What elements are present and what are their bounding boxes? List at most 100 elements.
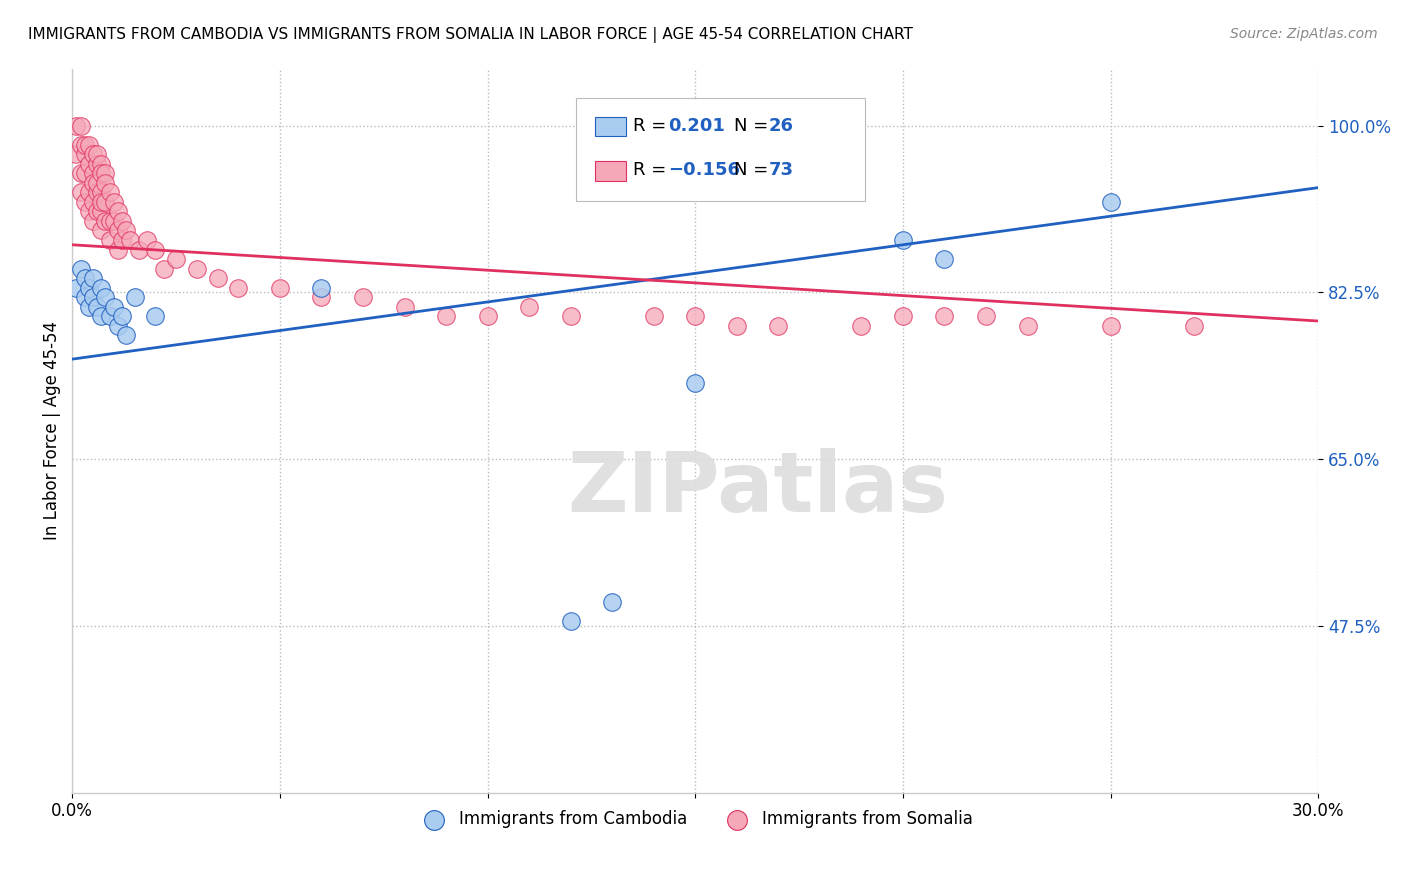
Text: 0.201: 0.201 [668,117,724,135]
Point [143,310,166,324]
Point [77,204,100,219]
Point [65,147,87,161]
Point [115,223,138,237]
Point [77,280,100,294]
Point [186,261,208,276]
Point [115,328,138,343]
Point [73,194,96,209]
Point [73,147,96,161]
Point [725,318,748,333]
Point [683,310,706,324]
Point [86,186,108,200]
Point [124,290,146,304]
Point [228,280,250,294]
Point [82,271,104,285]
Point [69,186,91,200]
Point [90,166,112,180]
Point [69,137,91,152]
Point [111,214,134,228]
Point [86,147,108,161]
Point [73,290,96,304]
Point [1099,318,1122,333]
Point [768,318,790,333]
Point [207,271,229,285]
Text: Source: ZipAtlas.com: Source: ZipAtlas.com [1230,27,1378,41]
Point [98,233,121,247]
Point [86,176,108,190]
Point [934,310,956,324]
Point [90,194,112,209]
Point [82,166,104,180]
Text: N =: N = [734,117,773,135]
Point [65,280,87,294]
Point [94,176,117,190]
Point [851,318,873,333]
Point [120,233,142,247]
Point [1017,318,1039,333]
Point [600,595,623,609]
Point [94,166,117,180]
Point [643,310,665,324]
Point [69,261,91,276]
Point [103,300,125,314]
Point [98,186,121,200]
Point [434,310,457,324]
Point [77,137,100,152]
Point [94,194,117,209]
Point [73,137,96,152]
Point [103,214,125,228]
Point [86,300,108,314]
Point [77,186,100,200]
Point [98,310,121,324]
Text: R =: R = [633,161,672,179]
Point [86,204,108,219]
Point [136,233,159,247]
Point [974,310,997,324]
Point [560,614,582,628]
Point [69,166,91,180]
Point [107,204,129,219]
Point [311,290,333,304]
Text: R =: R = [633,117,672,135]
Point [517,300,540,314]
Point [73,166,96,180]
Point [69,119,91,133]
Text: −0.156: −0.156 [668,161,740,179]
Point [394,300,416,314]
Point [82,147,104,161]
Point [891,233,914,247]
Text: 73: 73 [769,161,794,179]
Point [94,214,117,228]
Point [165,252,187,266]
Point [90,186,112,200]
Point [82,214,104,228]
Point [934,252,956,266]
Point [107,318,129,333]
Point [477,310,499,324]
Point [143,243,166,257]
Point [111,233,134,247]
Point [77,157,100,171]
Point [352,290,374,304]
Point [269,280,291,294]
Point [90,223,112,237]
Text: IMMIGRANTS FROM CAMBODIA VS IMMIGRANTS FROM SOMALIA IN LABOR FORCE | AGE 45-54 C: IMMIGRANTS FROM CAMBODIA VS IMMIGRANTS F… [28,27,912,43]
Point [82,176,104,190]
Legend: Immigrants from Cambodia, Immigrants from Somalia: Immigrants from Cambodia, Immigrants fro… [411,804,980,835]
Point [82,290,104,304]
Point [90,204,112,219]
Point [65,119,87,133]
Point [103,194,125,209]
Y-axis label: In Labor Force | Age 45-54: In Labor Force | Age 45-54 [44,321,60,540]
Point [90,280,112,294]
Point [90,157,112,171]
Point [111,310,134,324]
Point [86,157,108,171]
Point [90,310,112,324]
Point [73,271,96,285]
Point [683,376,706,390]
Text: N =: N = [734,161,773,179]
Point [1099,194,1122,209]
Point [82,194,104,209]
Point [94,290,117,304]
